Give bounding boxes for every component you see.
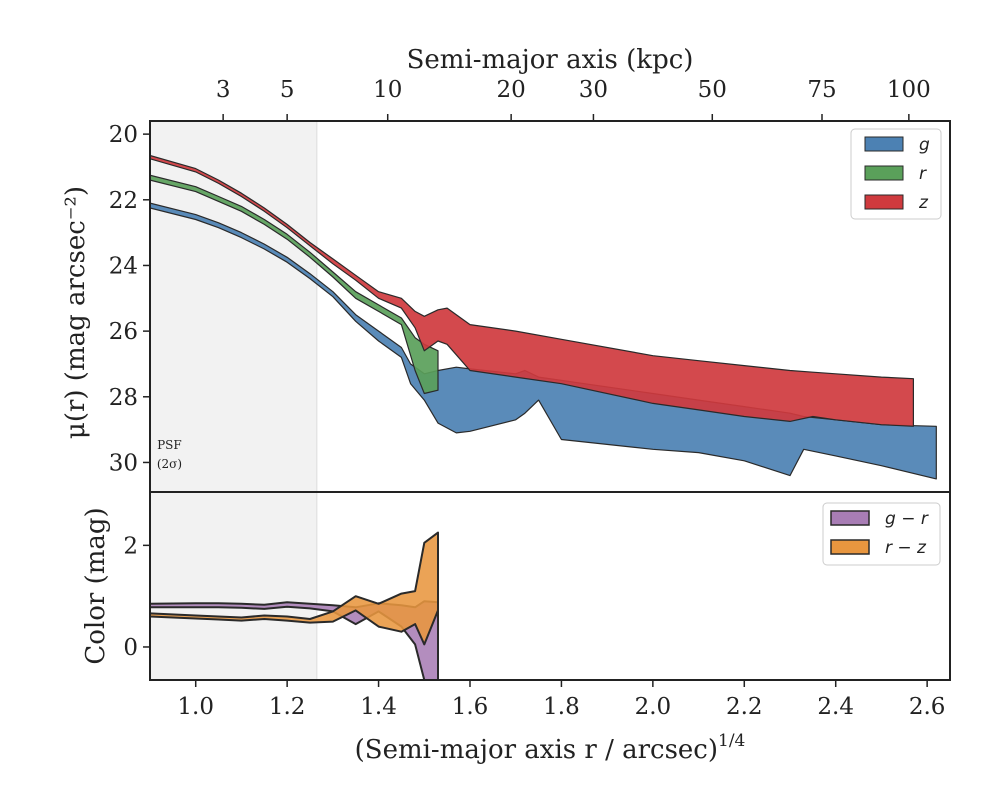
top-legend-label-g: g: [919, 135, 930, 155]
x-tick-label: 1.6: [452, 694, 489, 720]
bottom-panel-frame: [149, 491, 951, 681]
y-tick-label-bottom: 2: [123, 533, 138, 559]
top-legend-label-z: z: [918, 193, 929, 213]
kpc-tick-label: 100: [887, 77, 931, 103]
band-rz-color: [150, 531, 439, 646]
top-legend-swatch-z: [864, 194, 904, 210]
top-legend-label-r: r: [919, 164, 927, 184]
psf-shaded-region-bottom: [150, 492, 317, 680]
top-legend-swatch-r: [864, 165, 904, 181]
y-tick-label-top: 22: [109, 188, 138, 214]
x-tick-label: 1.8: [543, 694, 580, 720]
y-tick-label-top: 28: [109, 385, 138, 411]
bottom-legend-swatch-0: [830, 510, 870, 526]
y-tick-label-top: 20: [109, 122, 138, 148]
x-tick-label: 2.2: [726, 694, 763, 720]
x-tick-label: 1.2: [269, 694, 306, 720]
band-r-profile: [150, 174, 439, 395]
kpc-tick-label: 75: [807, 77, 836, 103]
bottom-legend-label-0: g − r: [885, 509, 929, 529]
x-tick-label: 2.4: [817, 694, 854, 720]
psf-shaded-region-top: [150, 121, 317, 492]
x-tick-label: 2.6: [909, 694, 946, 720]
y-tick-label-top: 26: [109, 319, 138, 345]
psf-annotation-line2: (2σ): [157, 457, 182, 471]
bottom-legend: g − r r − z: [822, 502, 941, 566]
band-z-profile: [150, 154, 914, 427]
kpc-tick-label: 20: [497, 77, 526, 103]
kpc-tick-label: 10: [373, 77, 402, 103]
y-tick-label-bottom: 0: [123, 635, 138, 661]
kpc-tick-label: 30: [579, 77, 608, 103]
bottom-legend-swatch-1: [830, 539, 870, 555]
kpc-tick-label: 3: [216, 77, 231, 103]
x-tick-label: 1.4: [360, 694, 397, 720]
kpc-tick-label: 50: [698, 77, 727, 103]
x-axis-label: (Semi-major axis r / arcsec)1/4: [355, 731, 746, 765]
top-legend: grz: [850, 128, 942, 220]
x-tick-label: 1.0: [177, 694, 214, 720]
top-axis-label: Semi-major axis (kpc): [407, 45, 694, 75]
top-legend-swatch-g: [864, 136, 904, 152]
color-profile-panel: 0 2 1.0 1.2 1.4 1.6 1.8 2.0 2.2 2.4 2.6 Color (mag)…: [81, 491, 951, 765]
kpc-tick-label: 5: [280, 77, 295, 103]
x-tick-label: 2.0: [635, 694, 672, 720]
bottom-legend-label-1: r − z: [885, 538, 927, 558]
bottom-y-axis-label: Color (mag): [81, 507, 111, 664]
y-tick-label-top: 24: [109, 253, 138, 279]
top-y-axis-label: μ(r) (mag arcsec⁻²): [61, 186, 91, 439]
psf-annotation-line1: PSF: [157, 438, 182, 452]
surface-brightness-panel: 20 22 24 26 28 30 3 5 10 20 30 50 75 100 Semi-major ax…: [61, 45, 951, 493]
y-tick-label-top: 30: [109, 450, 138, 476]
